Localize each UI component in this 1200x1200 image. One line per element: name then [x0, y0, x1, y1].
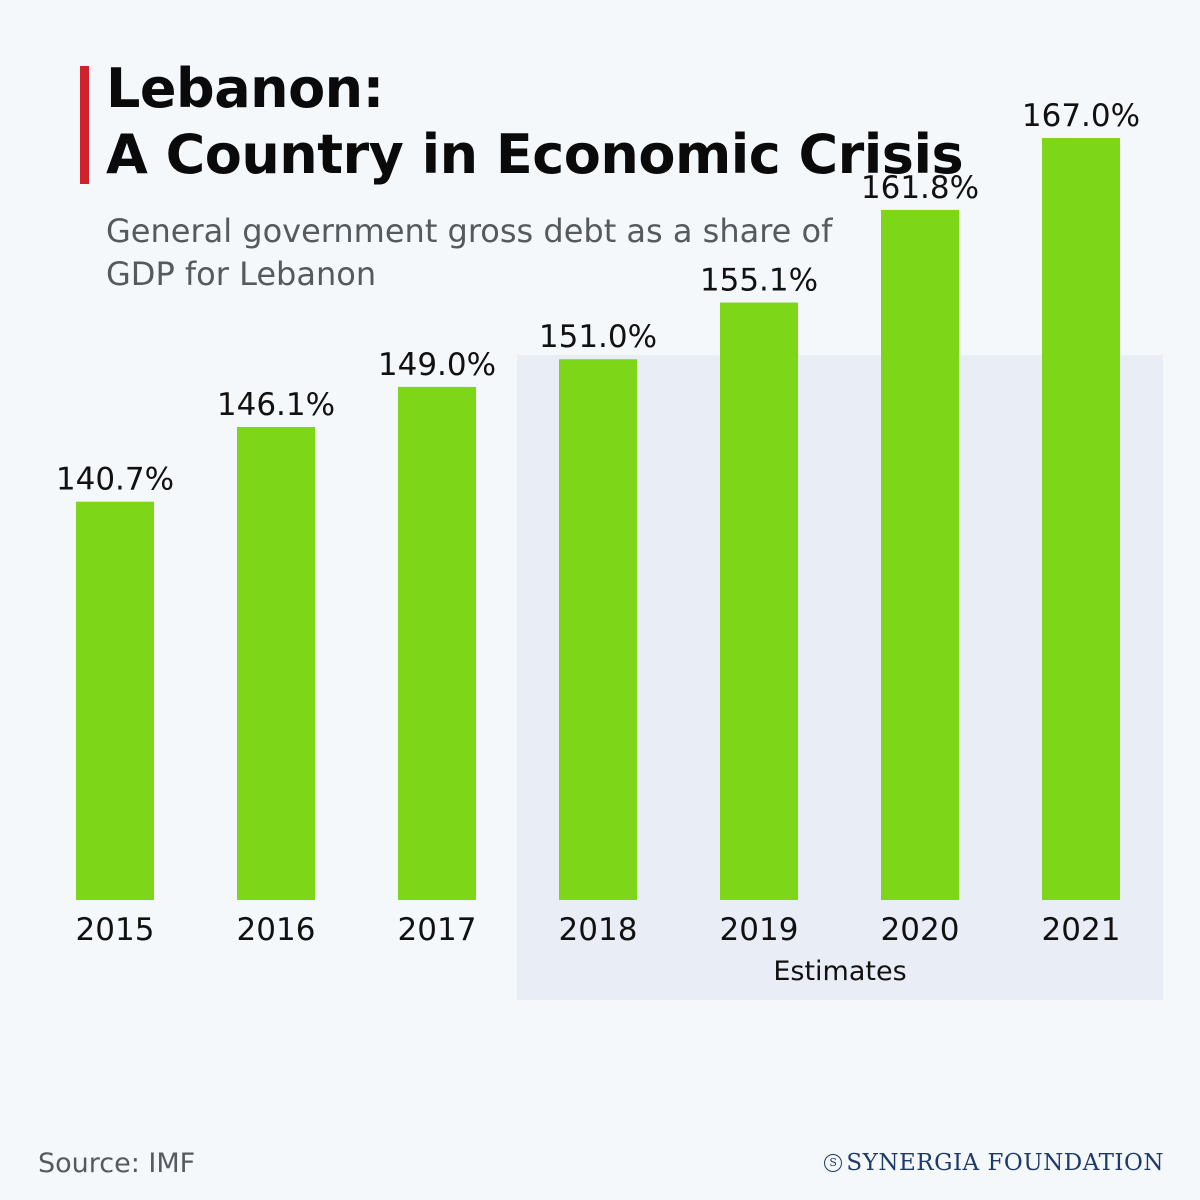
value-label-2016: 146.1%: [217, 387, 335, 423]
value-label-2017: 149.0%: [378, 347, 496, 383]
bar-2017: [398, 386, 476, 901]
value-label-2021: 167.0%: [1022, 98, 1140, 134]
title-line-2: A Country in Economic Crisis: [106, 123, 964, 186]
x-tick-2016: 2016: [237, 912, 316, 948]
title-accent-bar: [80, 66, 89, 184]
bar-2016: [237, 427, 315, 900]
x-tick-2015: 2015: [76, 912, 155, 948]
bar-2015: [76, 501, 154, 900]
page-title: Lebanon: A Country in Economic Crisis: [106, 56, 964, 188]
bar-2019: [720, 302, 798, 900]
value-label-2018: 151.0%: [539, 319, 657, 355]
brand-mark-icon: S: [824, 1154, 843, 1172]
bar-2018: [559, 359, 637, 900]
value-label-2019: 155.1%: [700, 263, 818, 299]
brand-logo: S SYNERGIA FOUNDATION: [824, 1150, 1164, 1176]
value-label-2020: 161.8%: [861, 170, 979, 206]
bar-2021: [1042, 137, 1120, 901]
bar-2020: [881, 209, 959, 900]
x-tick-2020: 2020: [881, 912, 960, 948]
x-tick-2017: 2017: [398, 912, 477, 948]
x-tick-2021: 2021: [1042, 912, 1121, 948]
x-tick-2018: 2018: [559, 912, 638, 948]
value-label-2015: 140.7%: [56, 462, 174, 498]
source-note: Source: IMF: [38, 1148, 196, 1179]
estimates-label: Estimates: [773, 956, 907, 987]
brand-name: SYNERGIA FOUNDATION: [846, 1150, 1164, 1176]
title-line-1: Lebanon:: [106, 57, 384, 120]
x-tick-2019: 2019: [720, 912, 799, 948]
chart-subtitle: General government gross debt as a share…: [106, 212, 833, 293]
